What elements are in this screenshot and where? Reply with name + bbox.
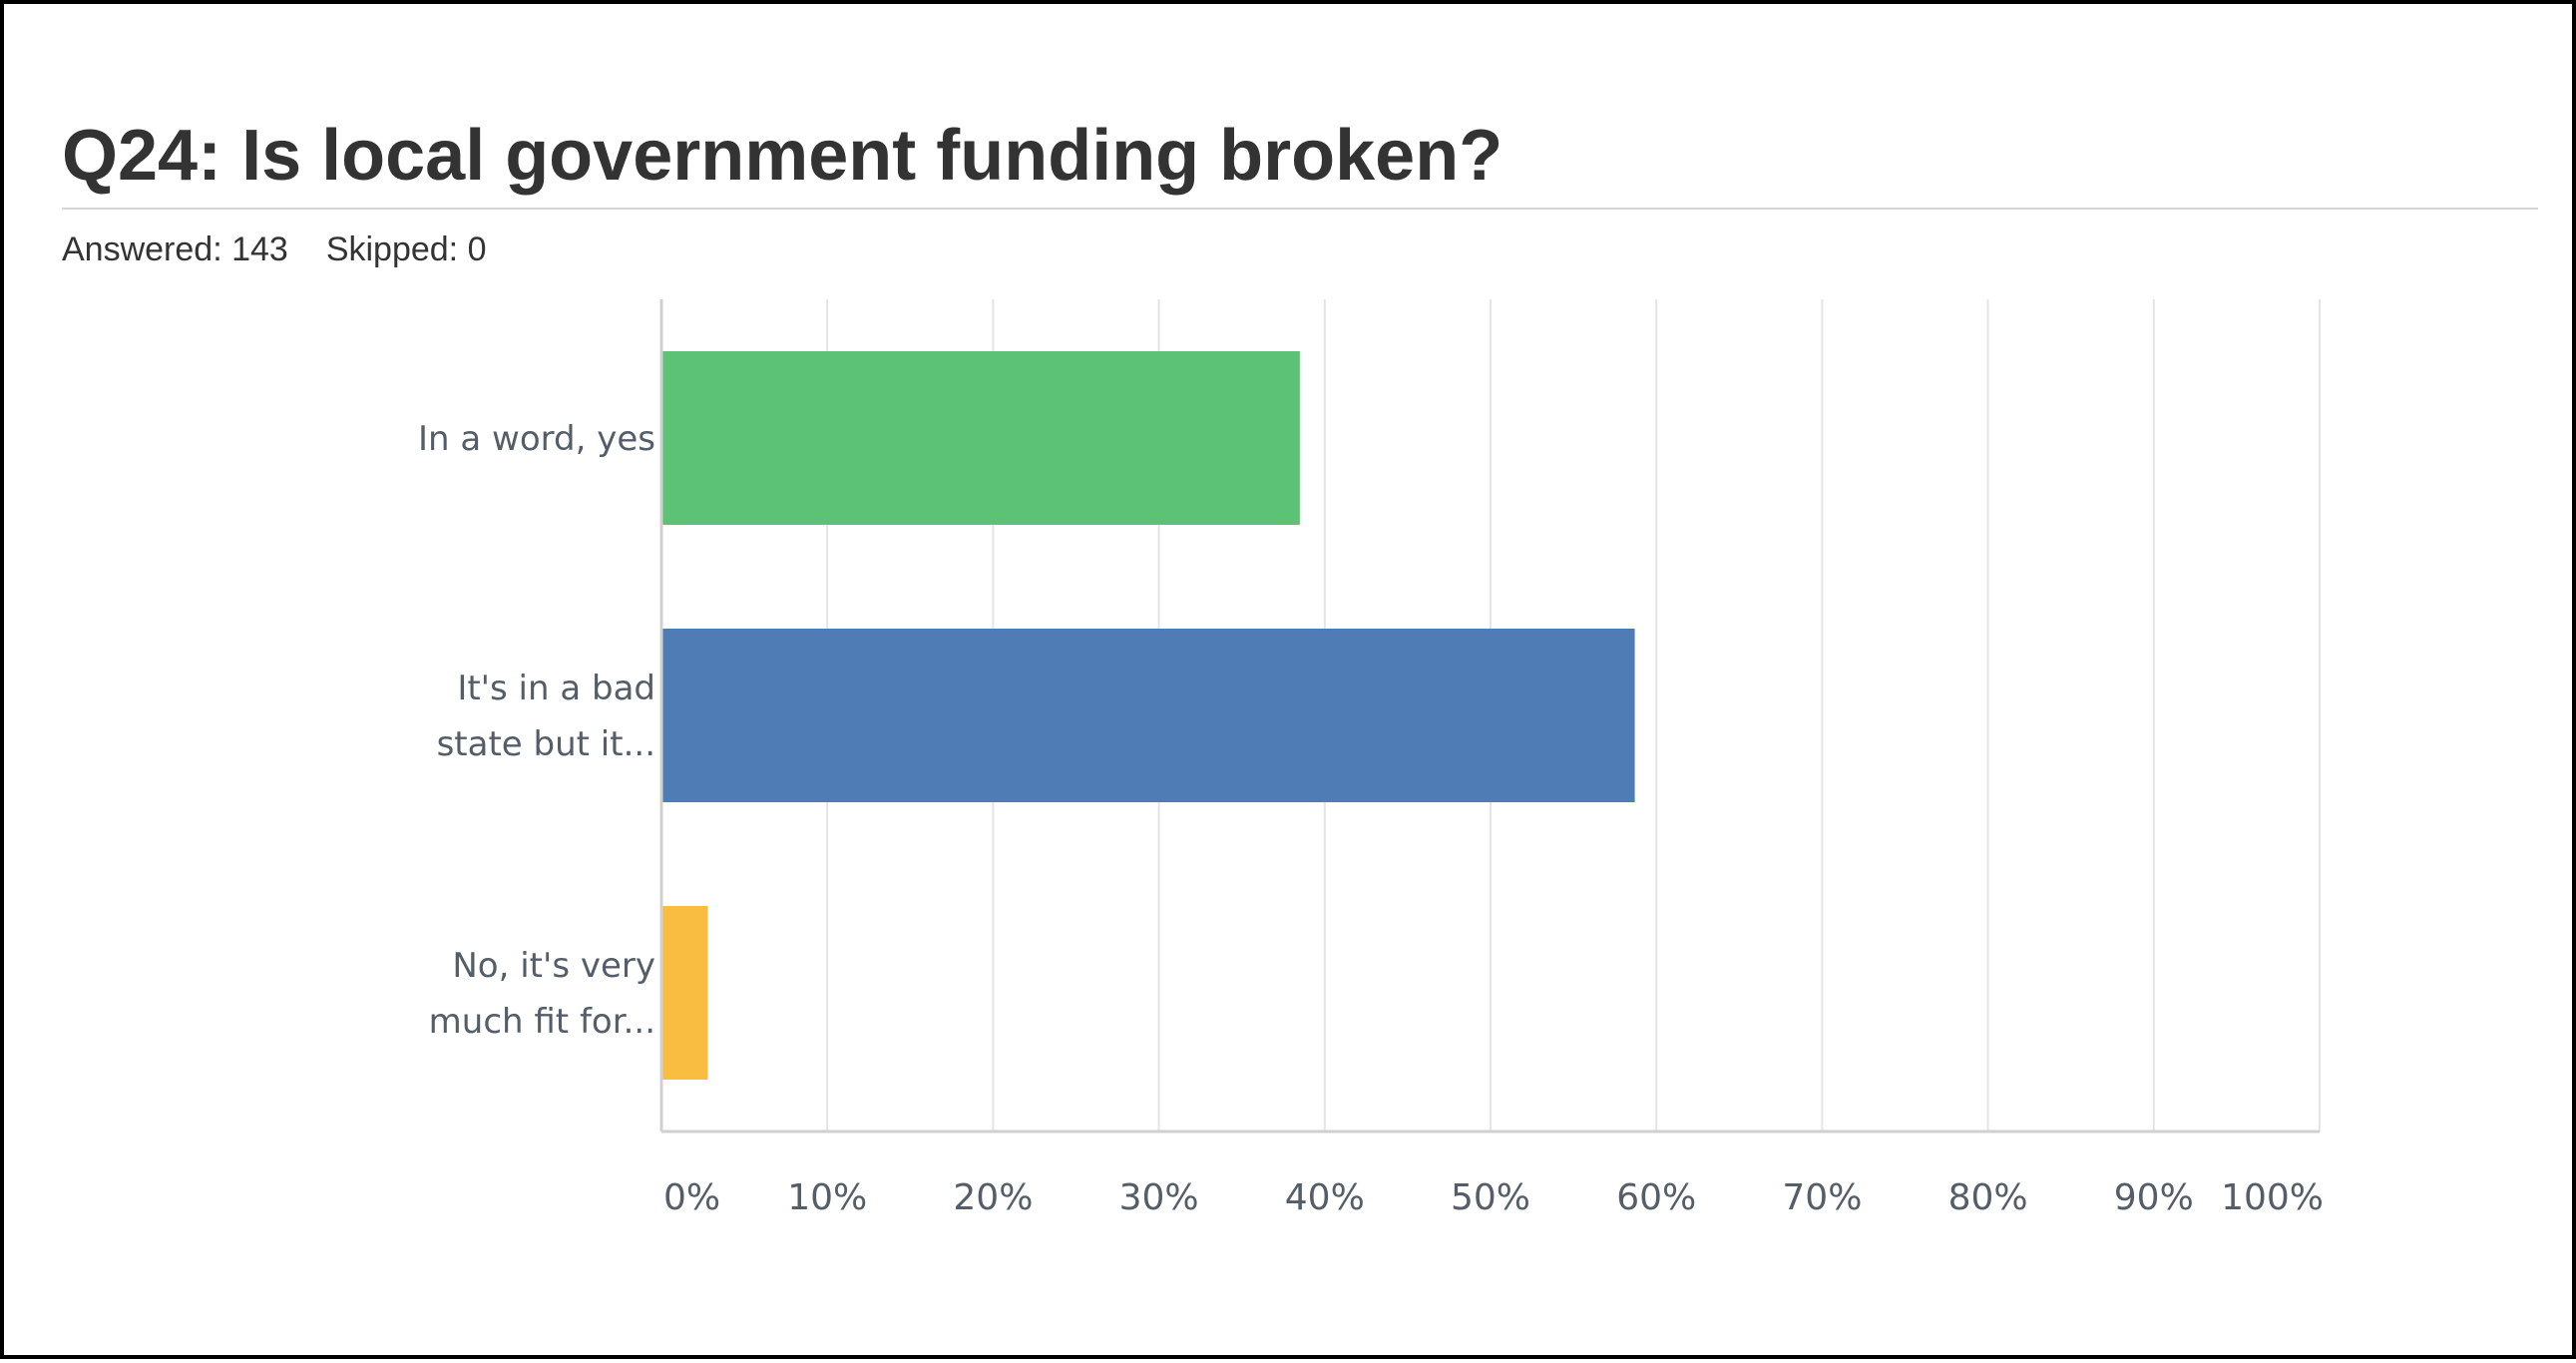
x-tick-label-100: 100% <box>2221 1177 2324 1218</box>
tick-labels: 0% 10% 20% 30% 40% 50% 60% 70% 80% 90% 100% <box>663 1177 2324 1218</box>
bar-chart: In a word, yes It's in a bad state but it.… <box>418 299 2324 1218</box>
category-label-1-line-1: In a word, yes <box>418 419 655 459</box>
x-tick-label-0: 0% <box>663 1177 720 1218</box>
bar-3 <box>661 906 708 1080</box>
x-tick-label-30: 30% <box>1119 1177 1199 1218</box>
x-tick-label-20: 20% <box>953 1177 1033 1218</box>
x-tick-label-10: 10% <box>787 1177 867 1218</box>
answered-count: Answered: 143 <box>62 230 288 268</box>
category-label-2-line-1: It's in a bad <box>457 669 655 708</box>
question-title: Q24: Is local government funding broken? <box>62 116 1503 196</box>
x-tick-label-60: 60% <box>1616 1177 1696 1218</box>
x-tick-label-80: 80% <box>1948 1177 2028 1218</box>
x-tick-label-50: 50% <box>1451 1177 1530 1218</box>
category-label-3-line-2: much fit for... <box>429 1002 655 1042</box>
x-tick-label-40: 40% <box>1285 1177 1365 1218</box>
skipped-count: Skipped: 0 <box>325 230 487 268</box>
bars <box>661 351 1635 1080</box>
title-divider <box>62 208 2538 210</box>
bar-1 <box>661 351 1300 525</box>
x-tick-label-90: 90% <box>2114 1177 2194 1218</box>
category-label-3-line-1: No, it's very <box>452 946 655 986</box>
response-stats: Answered: 143 Skipped: 0 <box>62 227 486 271</box>
x-tick-label-70: 70% <box>1782 1177 1862 1218</box>
axes <box>659 299 2320 1134</box>
category-label-2-line-2: state but it... <box>437 724 655 764</box>
bar-2 <box>661 629 1635 802</box>
category-labels: In a word, yes It's in a bad state but it.… <box>418 419 655 1042</box>
